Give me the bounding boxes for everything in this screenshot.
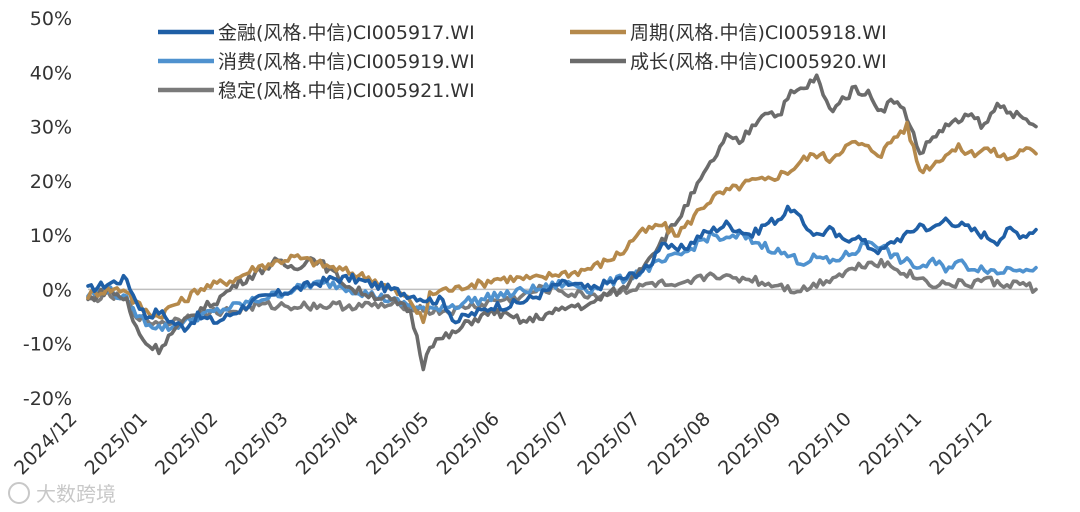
x-tick-label: 2025/10: [785, 408, 856, 479]
x-tick-label: 2025/05: [362, 408, 433, 479]
circle-logo-icon: [8, 481, 30, 504]
x-tick-label: 2025/06: [433, 408, 504, 479]
y-tick-label: 20%: [30, 171, 72, 193]
x-tick-label: 2025/04: [292, 408, 363, 479]
x-tick-label: 2024/12: [10, 408, 81, 479]
x-tick-label: 2025/07: [573, 408, 644, 479]
series-lines: [86, 73, 1038, 372]
y-tick-label: -20%: [23, 388, 72, 410]
series-cycle-line: [86, 120, 1038, 325]
x-tick-label: 2025/09: [714, 408, 785, 479]
series-growth-line: [86, 73, 1038, 372]
legend: 金融(风格.中信)CI005917.WI 周期(风格.中信)CI005918.WI…: [158, 22, 887, 102]
y-tick-label: 30%: [30, 117, 72, 139]
x-tick-label: 2025/11: [855, 408, 926, 479]
x-axis: 2024/12 2025/01 2025/02 2025/03 2025/04 2025/…: [10, 408, 997, 479]
x-tick-label: 2025/07: [503, 408, 574, 479]
x-tick-label: 2025/03: [221, 408, 292, 479]
y-tick-label: 50%: [30, 8, 72, 30]
y-axis: 50% 40% 30% 20% 10% 0% -10% -20%: [23, 8, 72, 410]
watermark-text: 大数跨境: [36, 482, 116, 506]
series-consumer-line: [86, 230, 1038, 332]
legend-label: 成长(风格.中信)CI005920.WI: [630, 51, 887, 73]
legend-label: 稳定(风格.中信)CI005921.WI: [218, 80, 475, 102]
y-tick-label: 40%: [30, 62, 72, 84]
x-tick-label: 2025/12: [925, 408, 996, 479]
legend-label: 周期(风格.中信)CI005918.WI: [630, 22, 887, 44]
legend-label: 金融(风格.中信)CI005917.WI: [218, 22, 475, 44]
watermark: 大数跨境: [8, 478, 116, 507]
y-tick-label: 0%: [42, 279, 72, 301]
x-tick-label: 2025/02: [151, 408, 222, 479]
legend-label: 消费(风格.中信)CI005919.WI: [218, 51, 475, 73]
x-tick-label: 2025/01: [81, 408, 152, 479]
x-tick-label: 2025/08: [644, 408, 715, 479]
y-tick-label: 10%: [30, 225, 72, 247]
y-tick-label: -10%: [23, 334, 72, 356]
series-finance-line: [86, 204, 1038, 333]
